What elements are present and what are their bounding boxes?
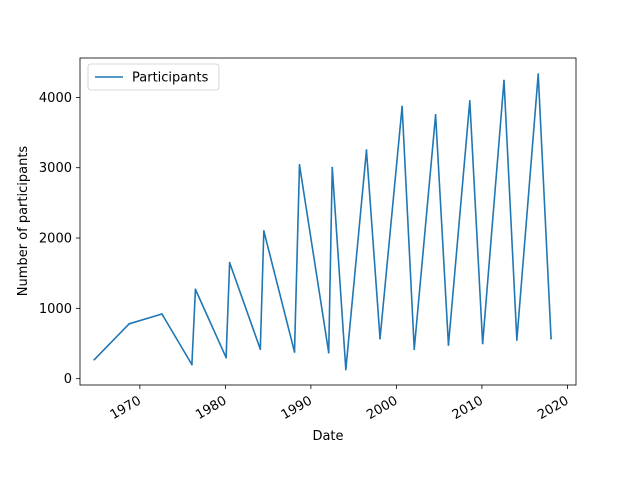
data-point: [401, 105, 404, 108]
data-point: [225, 356, 228, 359]
legend-box: [87, 63, 220, 91]
y-tick-label: 2000: [39, 232, 72, 247]
data-point: [379, 337, 381, 340]
data-point: [331, 166, 334, 169]
data-point: [161, 313, 163, 315]
y-axis-label: Number of participants: [16, 146, 31, 297]
x-axis-label: Date: [312, 429, 343, 444]
data-point: [93, 358, 96, 361]
data-point: [262, 230, 265, 232]
y-tick-label: 3000: [39, 161, 72, 176]
y-tick-label: 4000: [39, 91, 72, 106]
data-point: [447, 344, 450, 346]
data-point: [550, 337, 552, 340]
data-point: [293, 351, 296, 353]
data-point: [194, 288, 197, 291]
data-point: [344, 368, 347, 371]
data-point: [298, 163, 301, 166]
data-point: [259, 348, 262, 351]
data-point: [481, 342, 484, 345]
data-point: [515, 339, 518, 341]
y-tick-label: 1000: [39, 302, 72, 317]
data-point: [537, 73, 540, 76]
data-point: [503, 79, 505, 82]
data-point: [413, 348, 416, 351]
data-point: [128, 322, 131, 325]
series-line-0: [93, 73, 552, 371]
data-point: [468, 100, 471, 102]
data-point: [327, 351, 330, 354]
y-tick-label: 0: [64, 372, 72, 387]
legend-label: Participants: [132, 71, 209, 86]
data-point: [434, 114, 437, 116]
legend: Participants: [87, 63, 220, 91]
data-point: [365, 149, 368, 152]
data-point: [190, 363, 193, 366]
axes-frame: [79, 57, 577, 386]
data-point: [228, 261, 231, 264]
